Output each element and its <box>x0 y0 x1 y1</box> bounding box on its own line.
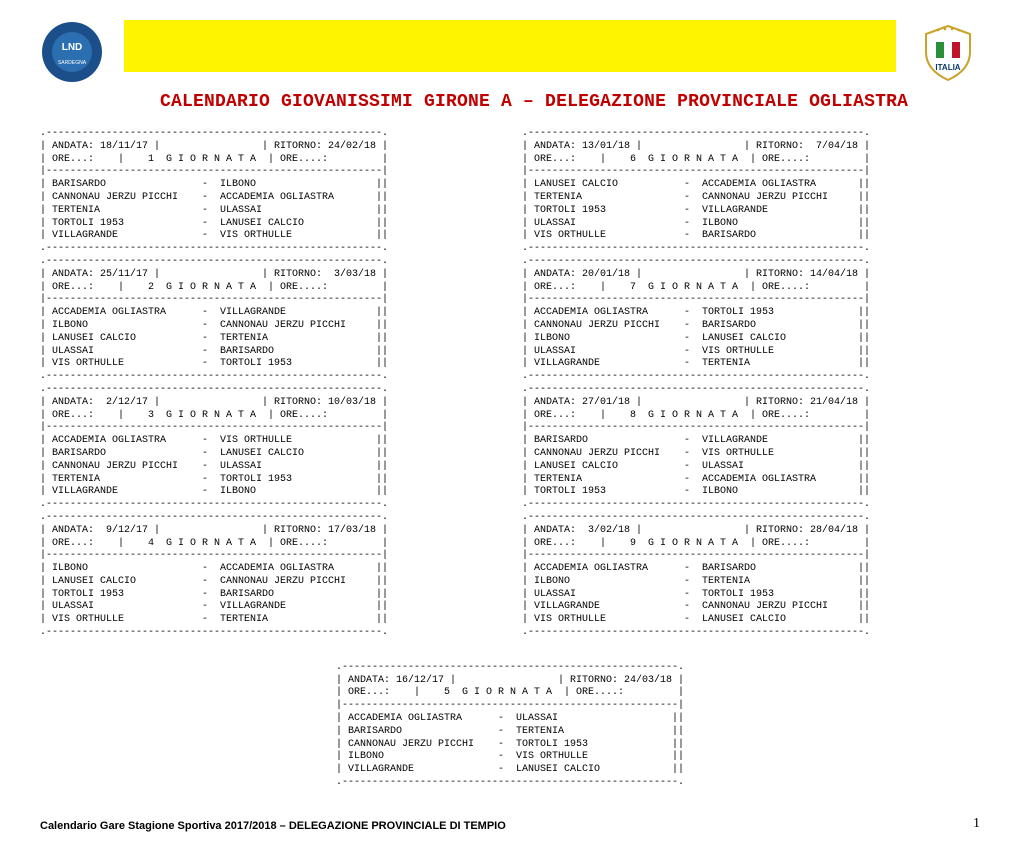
giornata-block: .---------------------------------------… <box>522 128 980 640</box>
schedule-col-right: .---------------------------------------… <box>522 118 980 650</box>
footer-text: Calendario Gare Stagione Sportiva 2017/2… <box>40 820 506 832</box>
giornata-block: .---------------------------------------… <box>336 662 684 790</box>
svg-text:LND: LND <box>62 42 83 53</box>
footer: Calendario Gare Stagione Sportiva 2017/2… <box>40 816 980 832</box>
svg-text:ITALIA: ITALIA <box>935 63 960 72</box>
lnd-logo: LND SARDEGNA <box>40 20 104 84</box>
schedule-col-left: .---------------------------------------… <box>40 118 498 650</box>
giornata-block: .---------------------------------------… <box>40 128 498 640</box>
page: LND SARDEGNA ITALIA CALENDARIO GIOVANISS… <box>0 0 1020 852</box>
figc-logo: ITALIA <box>916 20 980 84</box>
schedule-grid: .---------------------------------------… <box>40 118 980 650</box>
header: LND SARDEGNA ITALIA <box>40 20 980 84</box>
yellow-banner <box>124 20 896 72</box>
page-number: 1 <box>973 816 980 832</box>
page-title: CALENDARIO GIOVANISSIMI GIRONE A – DELEG… <box>160 92 980 112</box>
svg-text:SARDEGNA: SARDEGNA <box>58 60 87 66</box>
schedule-bottom: .---------------------------------------… <box>40 652 980 800</box>
